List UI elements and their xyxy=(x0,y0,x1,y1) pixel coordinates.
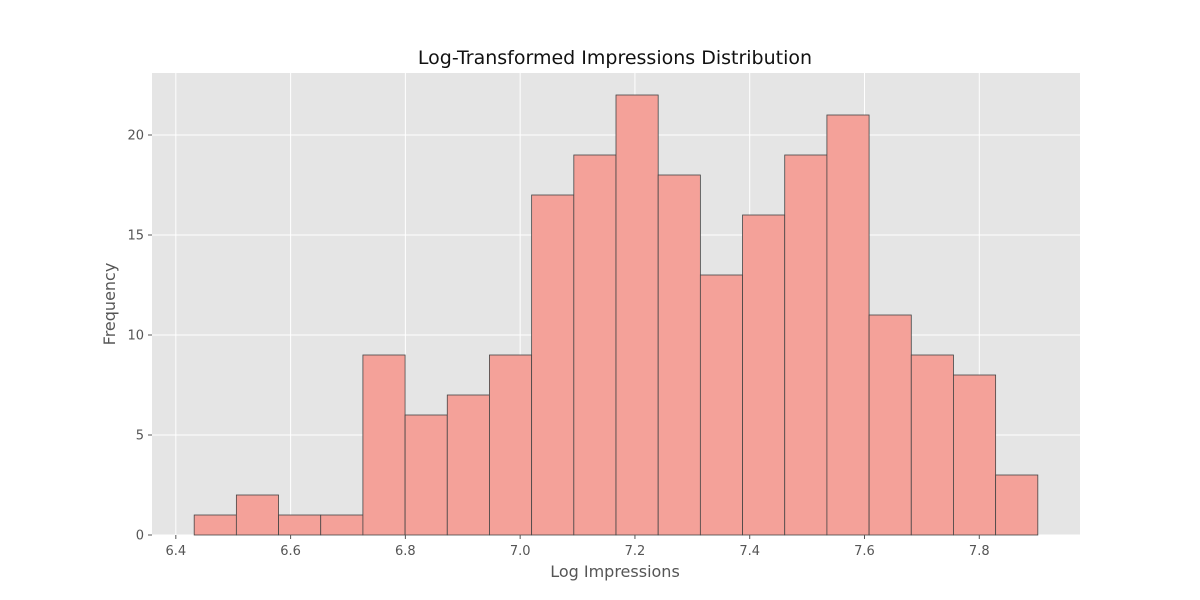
histogram-bar xyxy=(953,374,997,536)
histogram-bar xyxy=(531,194,575,536)
histogram-bar xyxy=(446,394,490,536)
x-tick-label: 6.4 xyxy=(165,544,186,559)
histogram-bar xyxy=(404,414,448,536)
histogram-bar xyxy=(320,514,364,536)
x-tick-label: 7.6 xyxy=(854,544,875,559)
histogram-bar xyxy=(784,154,828,536)
histogram-bar xyxy=(235,494,279,536)
bars xyxy=(193,94,1039,536)
x-axis-label: Log Impressions xyxy=(550,562,680,581)
histogram-bar xyxy=(573,154,617,536)
histogram-bar xyxy=(742,214,786,536)
y-axis-label: Frequency xyxy=(100,263,119,346)
histogram-bar xyxy=(699,274,743,536)
histogram-bar xyxy=(193,514,237,536)
x-tick-label: 7.4 xyxy=(739,544,760,559)
x-tick-label: 6.8 xyxy=(395,544,416,559)
histogram-bar xyxy=(615,94,659,536)
y-tick-label: 5 xyxy=(136,429,144,444)
histogram-bar xyxy=(362,354,406,536)
chart-title: Log-Transformed Impressions Distribution xyxy=(418,47,812,69)
y-tick-label: 10 xyxy=(127,329,144,344)
histogram-bar xyxy=(868,314,912,536)
y-tick-label: 0 xyxy=(136,529,144,544)
histogram-bar xyxy=(995,474,1039,536)
y-axis-ticks: 0 5 10 15 20 xyxy=(127,129,152,544)
x-tick-label: 7.2 xyxy=(625,544,646,559)
histogram-bar xyxy=(910,354,954,536)
histogram-bar xyxy=(657,174,701,536)
y-tick-label: 15 xyxy=(127,229,144,244)
histogram-bar xyxy=(489,354,533,536)
x-tick-label: 6.6 xyxy=(280,544,301,559)
y-tick-label: 20 xyxy=(127,129,144,144)
x-axis-ticks: 6.4 6.6 6.8 7.0 7.2 7.4 7.6 7.8 xyxy=(165,535,990,559)
x-tick-label: 7.0 xyxy=(510,544,531,559)
histogram-bar xyxy=(826,114,870,536)
histogram-bar xyxy=(278,514,322,536)
x-tick-label: 7.8 xyxy=(969,544,990,559)
